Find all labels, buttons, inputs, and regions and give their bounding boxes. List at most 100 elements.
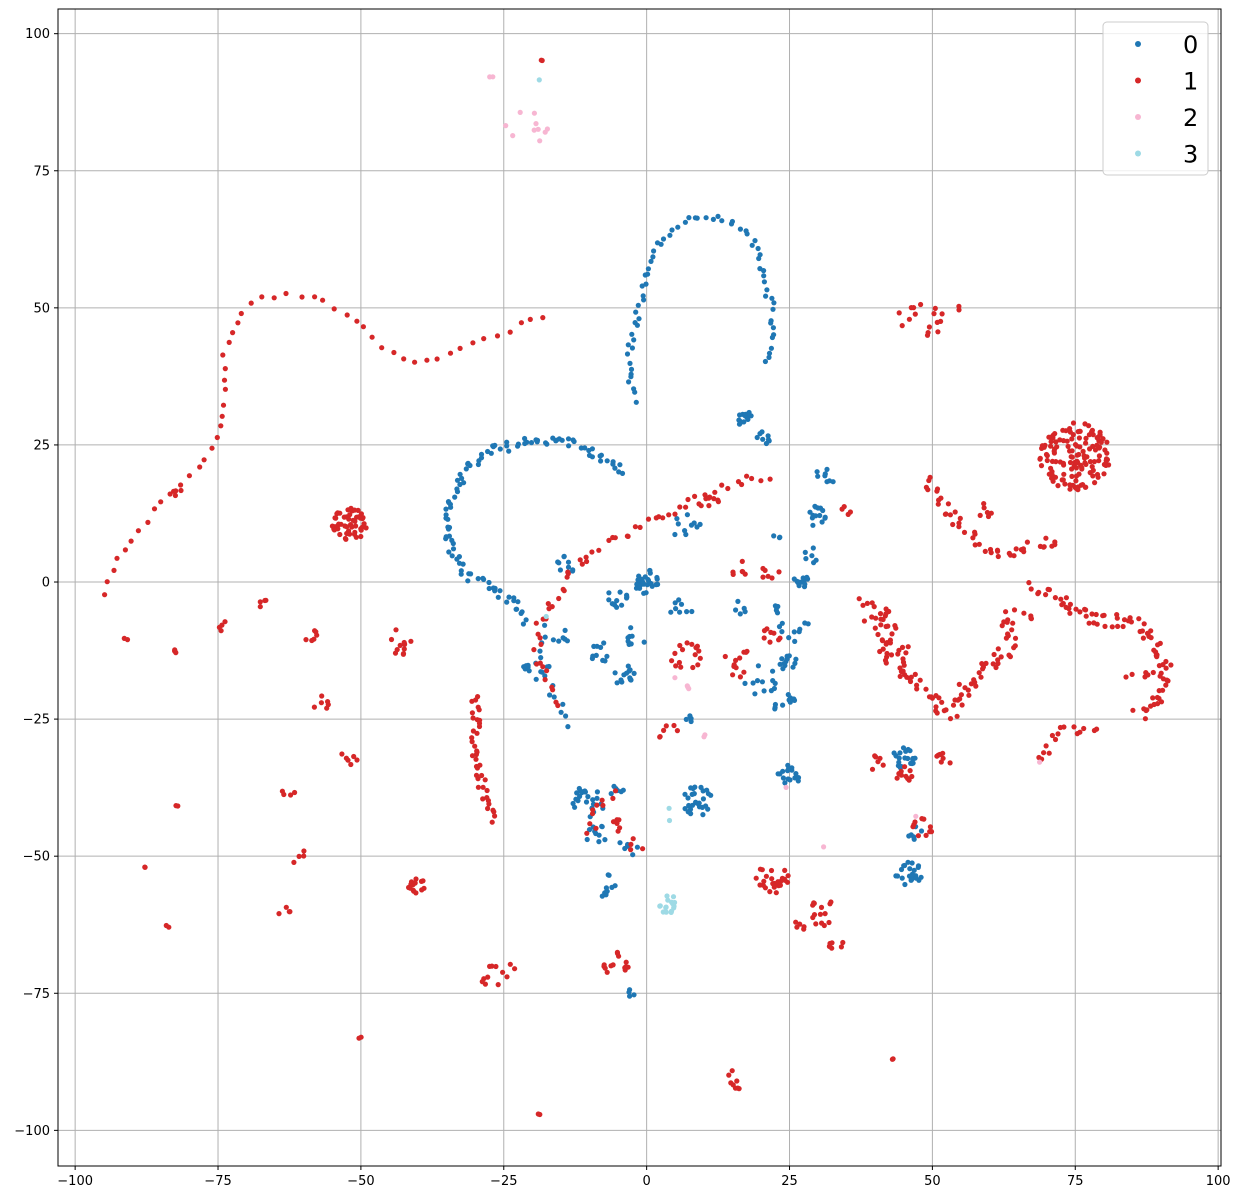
data-point bbox=[454, 477, 461, 483]
data-point bbox=[785, 692, 791, 698]
data-point bbox=[772, 603, 779, 609]
data-point bbox=[737, 420, 743, 426]
data-point bbox=[418, 878, 425, 885]
data-point bbox=[899, 875, 905, 881]
data-point bbox=[737, 226, 744, 232]
data-point bbox=[221, 377, 228, 383]
data-point bbox=[1013, 546, 1019, 552]
data-point bbox=[1136, 616, 1142, 622]
data-point bbox=[1143, 670, 1149, 676]
data-point bbox=[1046, 587, 1052, 593]
data-point bbox=[283, 904, 289, 910]
data-point bbox=[666, 805, 672, 811]
legend-marker bbox=[1135, 150, 1141, 157]
legend-label: 1 bbox=[1183, 68, 1198, 96]
data-point bbox=[1089, 611, 1095, 617]
data-point bbox=[775, 879, 781, 885]
data-point bbox=[749, 475, 755, 482]
data-point bbox=[1165, 678, 1171, 684]
data-point bbox=[633, 309, 639, 315]
data-point bbox=[682, 219, 689, 225]
data-point bbox=[911, 822, 917, 828]
data-point bbox=[958, 692, 965, 698]
data-point bbox=[1055, 731, 1061, 737]
data-point bbox=[582, 445, 588, 451]
data-point bbox=[791, 576, 797, 582]
data-point bbox=[459, 475, 465, 481]
data-point bbox=[624, 351, 631, 357]
data-point bbox=[966, 692, 972, 698]
data-point bbox=[641, 297, 647, 303]
data-point bbox=[1156, 688, 1162, 694]
data-point bbox=[765, 573, 771, 579]
data-point bbox=[902, 764, 908, 770]
data-point bbox=[475, 461, 481, 468]
data-point bbox=[495, 982, 501, 988]
data-point bbox=[337, 531, 343, 538]
legend-label: 3 bbox=[1183, 141, 1198, 169]
data-point bbox=[535, 631, 541, 637]
data-point bbox=[1059, 602, 1065, 608]
data-point bbox=[828, 899, 834, 905]
data-point bbox=[988, 550, 994, 556]
data-point bbox=[691, 791, 697, 797]
data-point bbox=[610, 601, 616, 607]
data-point bbox=[1046, 434, 1052, 440]
data-point bbox=[547, 692, 553, 698]
y-tick-label: −100 bbox=[14, 1124, 50, 1139]
data-point bbox=[682, 528, 688, 534]
data-point bbox=[550, 637, 557, 643]
data-point bbox=[142, 864, 148, 870]
data-point bbox=[995, 548, 1001, 554]
data-point bbox=[151, 506, 158, 512]
data-point bbox=[1010, 620, 1016, 626]
data-point bbox=[565, 564, 572, 570]
y-tick-label: −75 bbox=[23, 987, 50, 1002]
data-point bbox=[481, 576, 487, 583]
data-point bbox=[734, 1078, 740, 1084]
data-point bbox=[696, 501, 702, 507]
data-point bbox=[678, 664, 684, 670]
x-tick-label: −100 bbox=[57, 1174, 93, 1189]
data-point bbox=[320, 297, 326, 303]
data-point bbox=[558, 709, 564, 715]
data-point bbox=[912, 671, 918, 678]
data-point bbox=[737, 412, 743, 418]
data-point bbox=[952, 509, 958, 515]
data-point bbox=[603, 885, 610, 891]
data-point bbox=[1083, 435, 1089, 441]
data-point bbox=[1005, 617, 1011, 623]
data-point bbox=[486, 585, 492, 592]
data-point bbox=[598, 644, 604, 651]
data-point bbox=[497, 446, 503, 452]
data-point bbox=[276, 911, 282, 917]
data-point bbox=[556, 638, 562, 644]
data-point bbox=[689, 641, 695, 647]
data-point bbox=[527, 316, 533, 322]
data-point bbox=[325, 702, 331, 708]
data-point bbox=[943, 511, 949, 517]
data-point bbox=[759, 679, 766, 685]
data-point bbox=[586, 452, 593, 458]
data-point bbox=[318, 700, 324, 706]
data-point bbox=[1067, 601, 1073, 608]
data-point bbox=[577, 557, 583, 563]
data-point bbox=[1071, 724, 1077, 730]
data-point bbox=[813, 504, 819, 510]
data-point bbox=[535, 126, 541, 132]
data-point bbox=[566, 443, 572, 449]
data-point bbox=[1069, 466, 1075, 472]
data-point bbox=[1048, 439, 1054, 445]
data-point bbox=[856, 596, 862, 602]
data-point bbox=[472, 743, 478, 749]
data-point bbox=[1141, 621, 1147, 627]
data-point bbox=[777, 534, 783, 540]
data-point bbox=[660, 236, 667, 242]
data-point bbox=[1062, 481, 1068, 487]
data-point bbox=[956, 524, 962, 530]
data-point bbox=[657, 734, 663, 740]
data-point bbox=[601, 640, 607, 646]
data-point bbox=[684, 640, 690, 646]
data-point bbox=[533, 620, 539, 626]
data-point bbox=[248, 300, 254, 306]
